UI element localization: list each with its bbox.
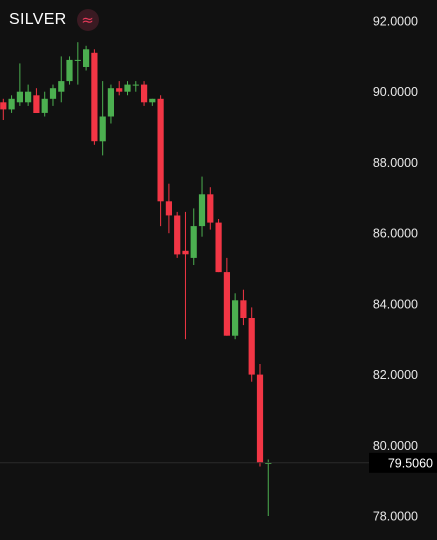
candle — [16, 63, 23, 106]
candle-body — [265, 463, 272, 464]
candle — [157, 95, 164, 227]
y-tick-label: 86.0000 — [373, 227, 418, 241]
candle-body — [116, 88, 123, 92]
candle-body — [215, 222, 222, 273]
candle-body — [207, 194, 214, 223]
candle-body — [33, 95, 40, 113]
candle-body — [66, 59, 73, 82]
candle — [141, 81, 148, 106]
candle — [0, 98, 7, 120]
candle — [240, 289, 247, 326]
y-tick-label: 78.0000 — [373, 510, 418, 524]
candle — [207, 187, 214, 230]
candle-body — [256, 374, 264, 463]
candle — [198, 176, 206, 237]
chart-header: SILVER ≈ — [9, 9, 99, 31]
candle — [165, 183, 172, 234]
candle — [232, 293, 239, 340]
candle — [25, 84, 32, 106]
candle — [74, 42, 81, 85]
candle — [41, 91, 48, 117]
candle — [182, 211, 189, 340]
candle-body — [223, 272, 230, 336]
candle — [132, 81, 139, 92]
candle — [248, 307, 255, 382]
current-price-label: 79.5060 — [369, 452, 437, 473]
candle — [223, 257, 230, 336]
candle-body — [165, 201, 172, 216]
price-axis[interactable]: 92.0000 90.0000 88.0000 86.0000 84.0000 … — [373, 15, 418, 524]
wave-icon[interactable]: ≈ — [76, 9, 99, 31]
candle — [149, 98, 156, 106]
y-tick-label: 88.0000 — [373, 156, 418, 170]
current-price-label-bg — [369, 452, 437, 473]
candle-body — [182, 250, 189, 255]
candle-body — [8, 98, 15, 110]
candle-body — [232, 300, 239, 336]
candle — [215, 219, 222, 273]
candle — [83, 45, 90, 71]
y-tick-label: 82.0000 — [373, 368, 418, 382]
candle-body — [198, 194, 206, 227]
candle-body — [107, 88, 114, 117]
candle-body — [0, 102, 7, 110]
candle — [124, 81, 131, 96]
candle-body — [149, 98, 156, 103]
y-tick-label: 92.0000 — [373, 15, 418, 29]
candle — [33, 88, 40, 113]
candle-body — [157, 98, 164, 202]
candle — [49, 84, 57, 106]
candle — [58, 56, 65, 103]
candle — [8, 95, 15, 113]
candle-body — [132, 84, 139, 86]
candle-body — [190, 226, 197, 258]
candle — [99, 81, 106, 156]
candle-body — [248, 318, 255, 375]
candle-body — [16, 91, 23, 103]
candle-body — [124, 84, 131, 92]
y-tick-label: 84.0000 — [373, 297, 418, 311]
y-tick-label: 90.0000 — [373, 85, 418, 99]
candle-body — [240, 300, 247, 318]
candle — [116, 81, 123, 96]
candle-body — [174, 215, 181, 255]
candle-body — [83, 49, 90, 67]
candle — [91, 49, 98, 145]
candle-body — [58, 81, 65, 92]
candle-body — [49, 88, 57, 99]
candle — [256, 364, 264, 467]
symbol-title[interactable]: SILVER — [9, 11, 67, 28]
candle-body — [141, 84, 148, 103]
candle-body — [41, 98, 48, 113]
candle-body — [25, 91, 32, 103]
candle — [265, 459, 272, 516]
candle — [174, 211, 181, 258]
candle — [107, 84, 114, 124]
candle-body — [99, 116, 106, 142]
candle — [190, 208, 197, 265]
candle-body — [91, 52, 98, 142]
y-tick-label: 80.0000 — [373, 439, 418, 453]
current-price-label-text: 79.5060 — [388, 456, 433, 470]
candles-layer — [0, 42, 272, 516]
candle — [66, 56, 73, 85]
candle-body — [74, 59, 81, 61]
